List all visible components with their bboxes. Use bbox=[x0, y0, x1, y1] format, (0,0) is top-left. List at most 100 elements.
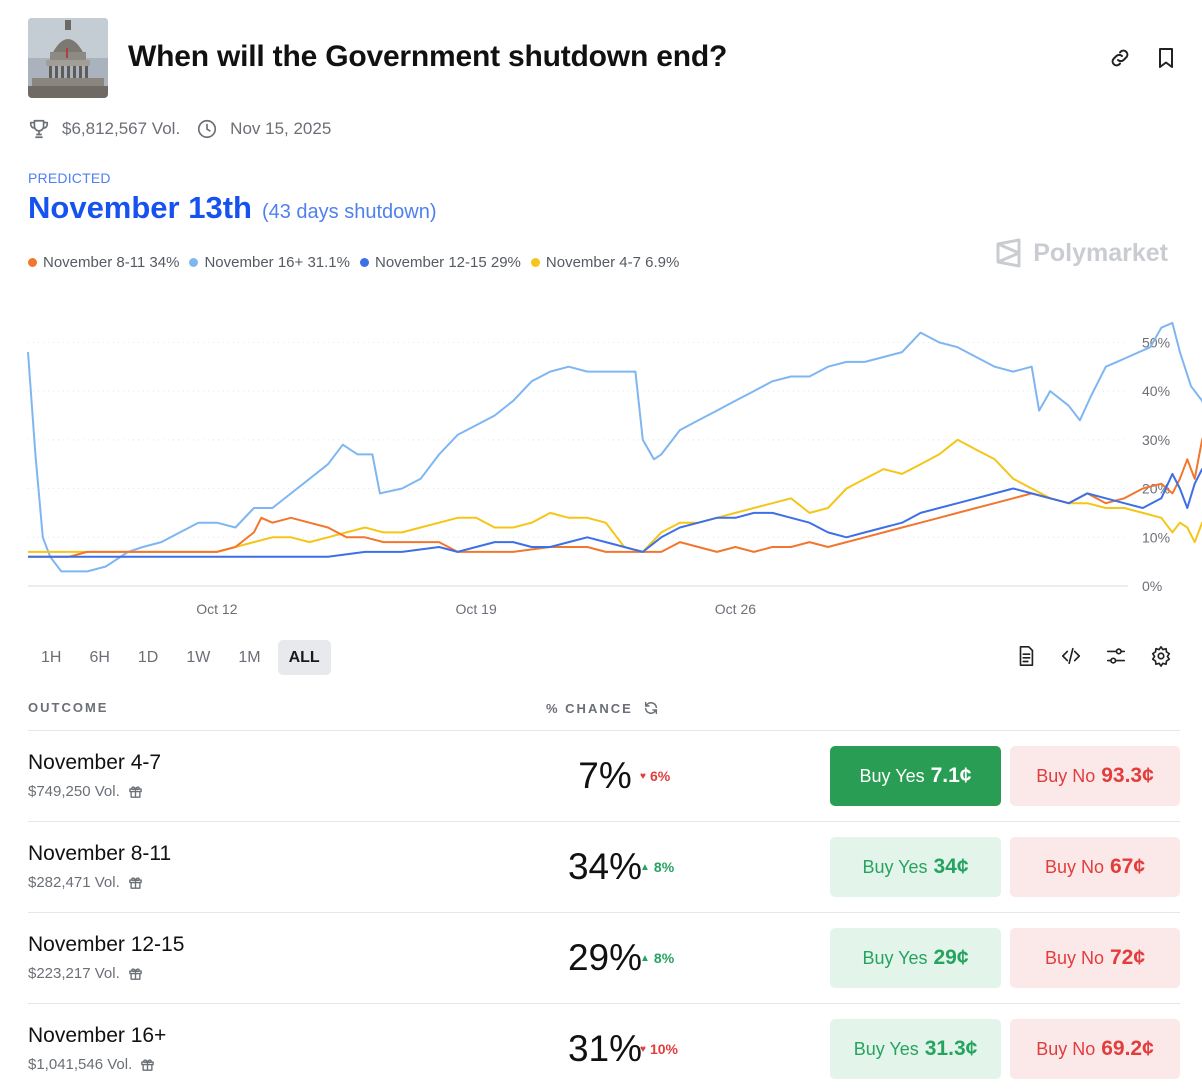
series-line bbox=[28, 438, 1202, 553]
range-6h[interactable]: 6H bbox=[89, 648, 110, 666]
gift-icon[interactable] bbox=[128, 784, 143, 799]
y-tick-label: 40% bbox=[1142, 383, 1170, 399]
buy-yes-price: 31.3¢ bbox=[924, 1037, 978, 1060]
embed-code-icon[interactable] bbox=[1060, 645, 1082, 667]
buy-no-label: Buy No bbox=[1036, 1038, 1096, 1059]
range-1d[interactable]: 1D bbox=[137, 648, 159, 666]
buy-no-button[interactable]: Buy No 69.2¢ bbox=[1010, 1019, 1180, 1079]
buy-no-price: 93.3¢ bbox=[1101, 764, 1154, 787]
clock-icon bbox=[196, 118, 218, 140]
page-title: When will the Government shutdown end? bbox=[128, 40, 728, 73]
outcome-row[interactable]: November 8-11 $282,471 Vol. 34% ▲ 8% Buy… bbox=[28, 821, 1180, 912]
legend-item: November 12-15 29% bbox=[359, 254, 521, 271]
y-tick-label: 0% bbox=[1142, 578, 1162, 594]
chart-tools bbox=[1015, 645, 1172, 667]
outcome-volume-text: $1,041,546 Vol. bbox=[28, 1056, 133, 1073]
legend-label: November 4-7 6.9% bbox=[545, 254, 680, 271]
buy-no-price: 67¢ bbox=[1109, 855, 1146, 878]
range-1m[interactable]: 1M bbox=[238, 648, 261, 666]
legend-label: November 16+ 31.1% bbox=[204, 254, 350, 271]
range-1h[interactable]: 1H bbox=[41, 648, 62, 666]
buy-yes-price: 29¢ bbox=[933, 946, 969, 969]
buy-no-price: 72¢ bbox=[1109, 946, 1146, 969]
chance-change: ▲ 8% bbox=[640, 859, 674, 875]
predicted-detail: (43 days shutdown) bbox=[261, 201, 437, 223]
buy-yes-price: 34¢ bbox=[933, 855, 969, 878]
series-line bbox=[28, 437, 1202, 558]
legend-label: November 12-15 29% bbox=[374, 254, 521, 271]
outcome-chance: 31% bbox=[567, 1028, 643, 1069]
buy-yes-price: 7.1¢ bbox=[930, 764, 972, 787]
outcome-chance: 34% bbox=[567, 846, 643, 887]
outcome-volume-text: $749,250 Vol. bbox=[28, 783, 120, 800]
buy-no-button[interactable]: Buy No 67¢ bbox=[1010, 837, 1180, 897]
y-tick-label: 30% bbox=[1142, 432, 1170, 448]
legend-dot bbox=[189, 258, 199, 267]
buy-no-label: Buy No bbox=[1044, 856, 1104, 877]
gift-icon[interactable] bbox=[128, 966, 143, 981]
market-header: When will the Government shutdown end? bbox=[28, 18, 1178, 100]
buy-no-button[interactable]: Buy No 72¢ bbox=[1010, 928, 1180, 988]
buy-no-button[interactable]: Buy No 93.3¢ bbox=[1010, 746, 1180, 806]
outcome-row[interactable]: November 4-7 $749,250 Vol. 7% ♥ 6% Buy Y… bbox=[28, 730, 1180, 821]
outcome-column-header: OUTCOME bbox=[28, 700, 109, 715]
market-meta: $6,812,567 Vol. Nov 15, 2025 bbox=[28, 118, 331, 140]
bookmark-icon[interactable] bbox=[1154, 46, 1178, 70]
capitol-thumbnail bbox=[28, 18, 108, 98]
x-tick-label: Oct 12 bbox=[196, 601, 237, 617]
outcome-volume: $282,471 Vol. bbox=[28, 874, 143, 891]
outcome-volume: $223,217 Vol. bbox=[28, 965, 143, 982]
total-volume: $6,812,567 Vol. bbox=[62, 119, 181, 138]
predicted-label: PREDICTED bbox=[28, 170, 111, 186]
outcome-name: November 16+ bbox=[28, 1024, 167, 1047]
link-icon[interactable] bbox=[1108, 46, 1132, 70]
outcome-name: November 4-7 bbox=[28, 751, 162, 774]
up-triangle-icon: ▲ bbox=[640, 861, 650, 873]
down-heart-icon: ♥ bbox=[640, 1043, 646, 1055]
range-all[interactable]: ALL bbox=[277, 640, 331, 675]
series-line bbox=[27, 321, 1202, 573]
x-tick-label: Oct 19 bbox=[456, 601, 497, 617]
buy-no-price: 69.2¢ bbox=[1101, 1037, 1154, 1060]
buy-yes-label: Buy Yes bbox=[862, 856, 928, 877]
chance-change-value: 6% bbox=[649, 768, 671, 784]
legend-item: November 16+ 31.1% bbox=[189, 254, 350, 271]
outcome-chance: 7% bbox=[578, 755, 632, 796]
predicted-outcome: November 13th (43 days shutdown) bbox=[28, 190, 437, 226]
settings-gear-icon[interactable] bbox=[1150, 645, 1172, 667]
y-tick-label: 50% bbox=[1142, 334, 1170, 350]
buy-no-label: Buy No bbox=[1036, 765, 1096, 786]
gift-icon[interactable] bbox=[128, 875, 143, 890]
outcome-row[interactable]: November 16+ $1,041,546 Vol. 31% ♥ 10% B… bbox=[28, 1003, 1180, 1092]
y-tick-label: 10% bbox=[1142, 529, 1170, 545]
document-icon[interactable] bbox=[1015, 645, 1037, 667]
buy-yes-button[interactable]: Buy Yes 7.1¢ bbox=[830, 746, 1001, 806]
x-tick-label: Oct 26 bbox=[715, 601, 756, 617]
chance-change: ▲ 8% bbox=[640, 950, 674, 966]
outcome-name: November 12-15 bbox=[28, 933, 185, 956]
legend-dot bbox=[359, 258, 369, 267]
refresh-icon[interactable] bbox=[643, 700, 659, 716]
legend-item: November 4-7 6.9% bbox=[530, 254, 680, 271]
polymarket-watermark: Polymarket bbox=[995, 238, 1168, 268]
chance-change-value: 10% bbox=[649, 1041, 678, 1057]
chance-change-value: 8% bbox=[653, 950, 675, 966]
buy-yes-label: Buy Yes bbox=[862, 947, 928, 968]
gift-icon[interactable] bbox=[140, 1057, 155, 1072]
outcome-volume: $749,250 Vol. bbox=[28, 783, 143, 800]
outcome-row[interactable]: November 12-15 $223,217 Vol. 29% ▲ 8% Bu… bbox=[28, 912, 1180, 1003]
chance-change: ♥ 6% bbox=[640, 768, 670, 784]
range-1w[interactable]: 1W bbox=[186, 648, 211, 666]
outcome-chance: 29% bbox=[567, 937, 643, 978]
buy-yes-button[interactable]: Buy Yes 31.3¢ bbox=[830, 1019, 1001, 1079]
legend-item: November 8-11 34% bbox=[28, 254, 179, 271]
chance-column-header: % CHANCE bbox=[546, 700, 659, 716]
outcome-volume-text: $282,471 Vol. bbox=[28, 874, 120, 891]
predicted-value: November 13th bbox=[28, 190, 252, 225]
buy-yes-button[interactable]: Buy Yes 29¢ bbox=[830, 928, 1001, 988]
legend-dot bbox=[530, 258, 540, 267]
chance-header-label: % CHANCE bbox=[546, 700, 633, 716]
sliders-icon[interactable] bbox=[1105, 645, 1127, 667]
buy-yes-button[interactable]: Buy Yes 34¢ bbox=[830, 837, 1001, 897]
series-line bbox=[28, 468, 1202, 558]
